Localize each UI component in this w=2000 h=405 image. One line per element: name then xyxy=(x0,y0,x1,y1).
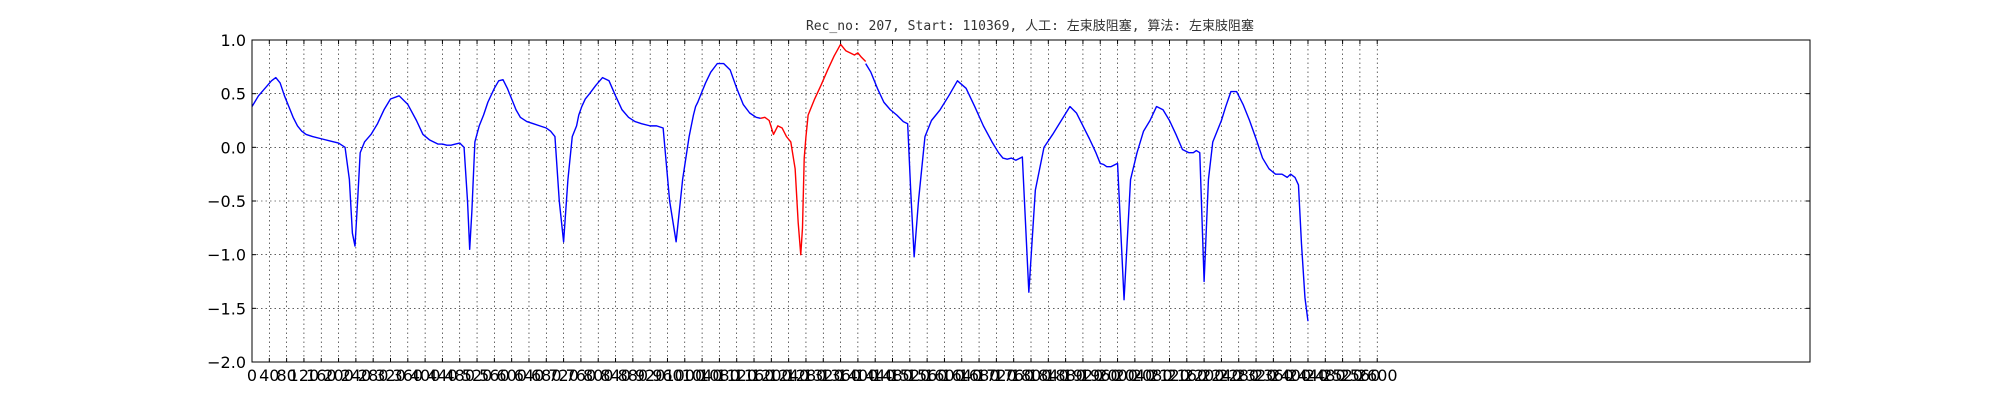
x-tick-label: 440 xyxy=(427,366,458,385)
x-tick-label: 80 xyxy=(276,366,296,385)
x-tick-label: 2000 xyxy=(1097,366,1138,385)
x-axis-ticks: 0 408012016020024028032036040044048052056… xyxy=(247,40,1398,385)
y-tick-label: 1.0 xyxy=(221,31,246,50)
x-tick-label: 2040 xyxy=(1115,366,1156,385)
x-tick-label: 640 xyxy=(514,366,545,385)
x-tick-label: 1760 xyxy=(993,366,1034,385)
x-tick-label: 2400 xyxy=(1270,366,1311,385)
x-tick-label: 1680 xyxy=(959,366,1000,385)
grid-lines xyxy=(252,40,1810,362)
x-tick-label: 1040 xyxy=(682,366,723,385)
x-tick-label: 1480 xyxy=(872,366,913,385)
x-tick-label: 240 xyxy=(341,366,372,385)
x-tick-label: 1440 xyxy=(855,366,896,385)
series-lines xyxy=(251,43,1309,322)
x-tick-label: 680 xyxy=(531,366,562,385)
x-tick-label: 1080 xyxy=(699,366,740,385)
x-tick-label: 1960 xyxy=(1080,366,1121,385)
y-tick-label: −1.0 xyxy=(207,246,246,265)
x-tick-label: 2080 xyxy=(1132,366,1173,385)
x-tick-label: 2200 xyxy=(1184,366,1225,385)
x-tick-label: 2120 xyxy=(1149,366,1190,385)
x-tick-label: 2560 xyxy=(1340,366,1381,385)
x-tick-label: 480 xyxy=(444,366,475,385)
x-tick-label: 2440 xyxy=(1288,366,1329,385)
x-tick-label: 1880 xyxy=(1045,366,1086,385)
x-tick-label: 1640 xyxy=(941,366,982,385)
x-tick-label: 2600 xyxy=(1357,366,1398,385)
y-tick-label: −1.5 xyxy=(207,299,246,318)
x-tick-label: 800 xyxy=(583,366,614,385)
x-tick-label: 2520 xyxy=(1322,366,1363,385)
y-tick-label: −0.5 xyxy=(207,192,246,211)
x-tick-label: 400 xyxy=(410,366,441,385)
series-line-3 xyxy=(865,63,1309,322)
series-line-2 xyxy=(760,43,867,256)
x-tick-label: 520 xyxy=(462,366,493,385)
x-tick-label: 720 xyxy=(548,366,579,385)
x-tick-label: 600 xyxy=(496,366,527,385)
x-tick-label: 1840 xyxy=(1028,366,1069,385)
x-tick-label: 1280 xyxy=(786,366,827,385)
x-tick-label: 1720 xyxy=(976,366,1017,385)
x-tick-label: 1200 xyxy=(751,366,792,385)
x-tick-label: 960 xyxy=(652,366,683,385)
x-tick-label: 1600 xyxy=(924,366,965,385)
x-tick-label: 1560 xyxy=(907,366,948,385)
x-tick-label: 1360 xyxy=(820,366,861,385)
series-line-1 xyxy=(251,62,761,251)
x-tick-label: 2280 xyxy=(1218,366,1259,385)
y-axis-ticks: 1.0 0.5 0.0 −0.5 −1.0 −1.5 −2.0 xyxy=(207,31,1810,372)
x-tick-label: 280 xyxy=(358,366,389,385)
y-tick-label: −2.0 xyxy=(207,353,246,372)
x-tick-label: 1160 xyxy=(734,366,775,385)
x-tick-label: 2320 xyxy=(1236,366,1277,385)
x-tick-label: 120 xyxy=(289,366,320,385)
x-tick-label: 1400 xyxy=(838,366,879,385)
x-tick-label: 1120 xyxy=(716,366,757,385)
x-tick-label: 1000 xyxy=(664,366,705,385)
x-tick-label: 1920 xyxy=(1063,366,1104,385)
x-tick-label: 2360 xyxy=(1253,366,1294,385)
x-tick-label: 880 xyxy=(618,366,649,385)
x-tick-label: 200 xyxy=(323,366,354,385)
x-tick-label: 320 xyxy=(375,366,406,385)
x-tick-label: 1320 xyxy=(803,366,844,385)
x-tick-label: 1240 xyxy=(768,366,809,385)
x-tick-label: 1520 xyxy=(889,366,930,385)
x-tick-label: 360 xyxy=(393,366,424,385)
x-tick-label: 560 xyxy=(479,366,510,385)
x-tick-label: 2240 xyxy=(1201,366,1242,385)
y-tick-label: 0.0 xyxy=(221,138,246,157)
x-tick-label: 760 xyxy=(566,366,597,385)
x-tick-label: 0 xyxy=(247,366,257,385)
x-tick-label: 840 xyxy=(600,366,631,385)
x-tick-label: 920 xyxy=(635,366,666,385)
x-tick-label: 1800 xyxy=(1011,366,1052,385)
x-tick-label: 2480 xyxy=(1305,366,1346,385)
chart-title: Rec_no: 207, Start: 110369, 人工: 左束肢阻塞, 算… xyxy=(806,18,1254,34)
y-tick-label: 0.5 xyxy=(221,85,246,104)
x-tick-label: 40 xyxy=(259,366,279,385)
x-tick-label: 160 xyxy=(306,366,337,385)
x-tick-label: 2160 xyxy=(1166,366,1207,385)
